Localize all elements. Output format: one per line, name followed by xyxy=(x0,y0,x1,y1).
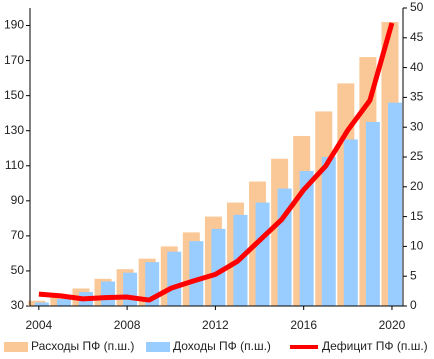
y-tick-label: 110 xyxy=(5,158,24,172)
bar xyxy=(255,202,270,306)
bar xyxy=(211,228,226,306)
y2-tick-label: 15 xyxy=(410,209,424,223)
bar xyxy=(123,272,138,306)
bar xyxy=(387,102,402,307)
bar xyxy=(34,302,49,306)
legend-swatch xyxy=(146,342,170,352)
x-tick-label: 2012 xyxy=(202,318,229,332)
line xyxy=(38,22,395,303)
bar xyxy=(365,121,380,306)
bar xyxy=(101,281,116,306)
bar xyxy=(321,157,336,306)
legend-label: Дефицит ПФ (п.ш.) xyxy=(322,339,428,353)
y2-tick-label: 25 xyxy=(410,149,424,163)
y2-tick-label: 35 xyxy=(410,90,424,104)
y2-tick-label: 45 xyxy=(410,30,424,44)
x-tick-label: 2020 xyxy=(379,318,406,332)
y2-tick-label: 20 xyxy=(410,179,424,193)
y2-tick-label: 50 xyxy=(410,0,424,14)
x-tick-label: 2004 xyxy=(25,318,52,332)
y-tick-label: 70 xyxy=(11,228,25,242)
x-tick-label: 2016 xyxy=(290,318,317,332)
legend-label: Расходы ПФ (п.ш.) xyxy=(31,339,134,353)
bar xyxy=(343,139,358,306)
x-tick-label: 2008 xyxy=(114,318,141,332)
y-tick-label: 150 xyxy=(4,88,24,102)
y2-tick-label: 0 xyxy=(410,298,417,312)
y2-tick-label: 10 xyxy=(410,239,424,253)
y-tick-label: 30 xyxy=(11,298,25,312)
y-tick-label: 130 xyxy=(4,123,24,137)
bar xyxy=(299,171,314,306)
y2-tick-label: 5 xyxy=(410,268,417,282)
bar xyxy=(56,298,71,306)
bar xyxy=(189,241,204,306)
legend-swatch xyxy=(4,342,28,352)
y-tick-label: 170 xyxy=(4,53,24,67)
y2-tick-label: 30 xyxy=(410,119,424,133)
legend-label: Доходы ПФ (п.ш.) xyxy=(173,339,271,353)
y-tick-label: 90 xyxy=(11,193,25,207)
y-tick-label: 190 xyxy=(4,18,24,32)
bar xyxy=(167,251,182,306)
y-tick-label: 50 xyxy=(11,263,25,277)
y2-tick-label: 40 xyxy=(410,60,424,74)
